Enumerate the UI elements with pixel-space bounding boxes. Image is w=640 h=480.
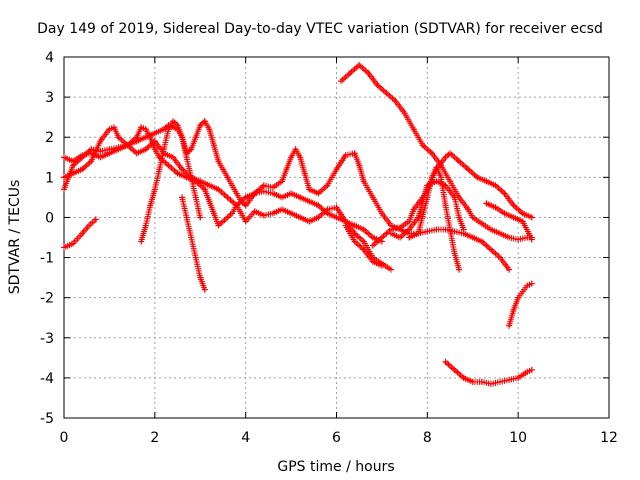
series-marker-trail — [61, 124, 385, 245]
series-track-14 — [506, 280, 535, 329]
x-tick-label: 8 — [423, 430, 432, 446]
series-track-10 — [388, 178, 467, 241]
series-track-12 — [483, 200, 535, 243]
series-track-8 — [342, 222, 385, 269]
x-tick-label: 6 — [332, 430, 341, 446]
series-track-4 — [61, 124, 385, 245]
x-tick-label: 10 — [509, 430, 527, 446]
y-tick-label: -4 — [40, 371, 54, 387]
series-marker-trail — [483, 200, 535, 243]
series-track-1 — [61, 216, 99, 251]
y-tick-label: 3 — [45, 90, 54, 106]
y-tick-label: -5 — [40, 411, 54, 427]
series-marker-trail — [61, 216, 99, 251]
y-tick-label: -1 — [40, 251, 54, 267]
series-marker-trail — [342, 222, 385, 269]
y-tick-label: 0 — [45, 210, 54, 226]
x-tick-label: 12 — [600, 430, 618, 446]
series-marker-trail — [506, 280, 535, 329]
y-tick-label: -3 — [40, 331, 54, 347]
y-axis-label: SDTVAR / TECUs — [7, 180, 23, 295]
chart-title: Day 149 of 2019, Sidereal Day-to-day VTE… — [37, 21, 603, 37]
series-marker-trail — [388, 178, 467, 241]
x-tick-label: 0 — [60, 430, 69, 446]
y-tick-label: 4 — [45, 50, 54, 66]
y-tick-label: -2 — [40, 291, 54, 307]
series-marker-trail — [442, 358, 535, 387]
x-tick-label: 4 — [241, 430, 250, 446]
data-markers — [61, 62, 535, 387]
series-marker-trail — [179, 194, 208, 293]
series-track-13 — [442, 358, 535, 387]
series-marker-trail — [406, 164, 463, 273]
series-track-11 — [406, 164, 463, 273]
series-marker-trail — [338, 62, 535, 243]
series-marker-trail — [61, 124, 394, 273]
y-tick-label: 1 — [45, 170, 54, 186]
series-track-6 — [179, 194, 208, 293]
series-track-7 — [338, 62, 535, 243]
y-tick-label: 2 — [45, 130, 54, 146]
x-axis-label: GPS time / hours — [277, 459, 394, 475]
x-tick-label: 2 — [150, 430, 159, 446]
series-track-5 — [138, 118, 513, 273]
